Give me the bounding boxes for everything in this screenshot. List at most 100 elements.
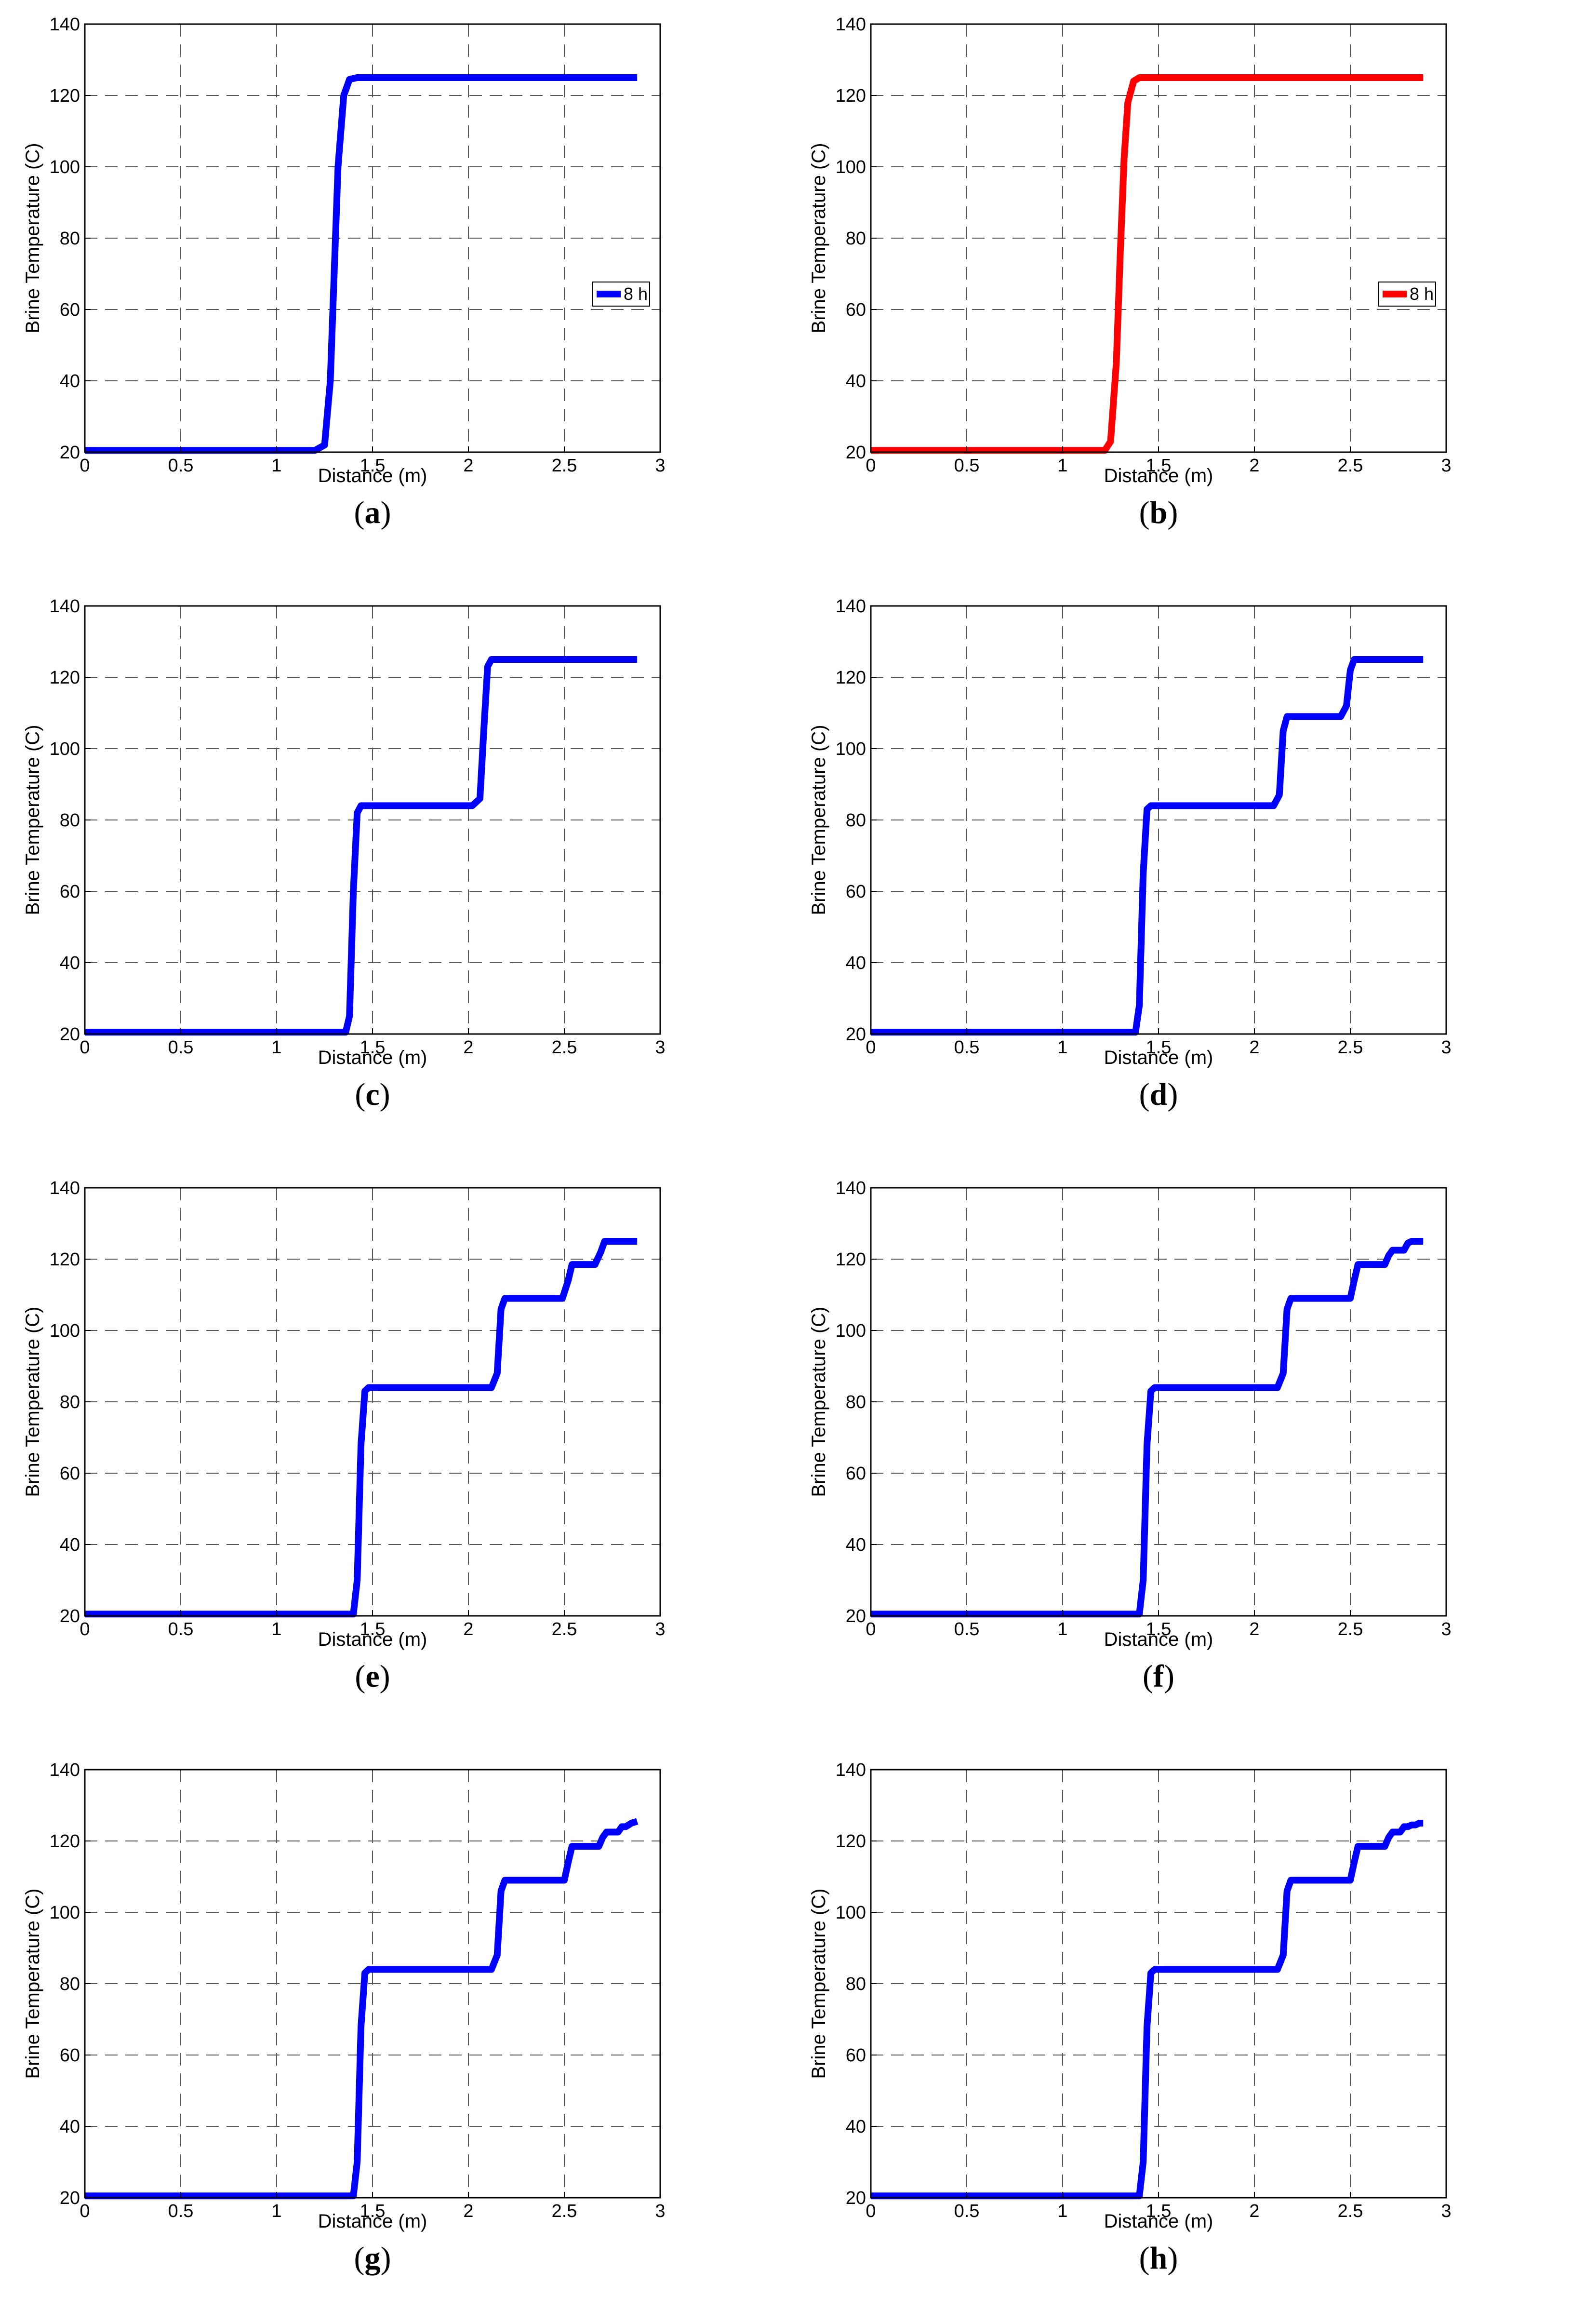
y-tick-label: 80: [846, 1392, 866, 1412]
x-tick-label: 0.5: [168, 1037, 194, 1058]
panel-caption: (f): [1143, 1659, 1174, 1694]
x-tick-label: 0: [866, 456, 876, 476]
y-tick-label: 140: [50, 14, 80, 35]
y-tick-label: 140: [50, 1760, 80, 1780]
y-tick-label: 120: [50, 86, 80, 106]
x-tick-label: 0.5: [954, 1037, 980, 1058]
chart-panel-c: 0 0.5 1 1.5 2 2.5 3 20 40 60 80 100 120 140 Distance (…: [22, 596, 666, 1112]
x-axis-label: Distance (m): [1104, 2211, 1213, 2232]
x-tick-label: 3: [1441, 456, 1451, 476]
y-tick-label: 20: [846, 1024, 866, 1045]
x-tick-label: 3: [655, 456, 665, 476]
y-tick-label: 40: [60, 953, 80, 973]
y-tick-label: 80: [846, 228, 866, 249]
x-tick-label: 1: [1057, 456, 1067, 476]
x-tick-label: 1: [1057, 2201, 1067, 2221]
x-tick-label: 1.5: [360, 1619, 386, 1639]
x-tick-label: 0: [80, 456, 90, 476]
x-axis-label: Distance (m): [1104, 1629, 1213, 1650]
series-line-d-0: [871, 656, 1424, 1036]
y-tick-label: 120: [836, 1831, 866, 1852]
y-tick-label: 20: [60, 2188, 80, 2208]
x-tick-label: 1.5: [1146, 1037, 1172, 1058]
x-tick-label: 1.5: [1146, 2201, 1172, 2221]
y-tick-label: 140: [50, 596, 80, 617]
x-tick-label: 2.5: [1338, 2201, 1363, 2221]
x-tick-label: 0: [80, 1037, 90, 1058]
x-axis-label: Distance (m): [318, 2211, 427, 2232]
x-tick-label: 0: [866, 1037, 876, 1058]
y-tick-label: 40: [846, 2117, 866, 2137]
x-tick-label: 0: [866, 1619, 876, 1639]
chart-panel-d: 0 0.5 1 1.5 2 2.5 3 20 40 60 80 100 120 140 Distance (…: [808, 596, 1452, 1112]
y-tick-label: 40: [846, 953, 866, 973]
series-line-e-0: [85, 1238, 638, 1618]
y-tick-label: 80: [60, 1974, 80, 1994]
x-tick-label: 3: [1441, 1619, 1451, 1639]
y-tick-label: 60: [60, 300, 80, 320]
x-tick-label: 0: [80, 2201, 90, 2221]
y-tick-label: 100: [836, 739, 866, 759]
series-line-a-0: [85, 74, 638, 454]
y-tick-label: 100: [836, 1903, 866, 1923]
y-tick-label: 40: [846, 1535, 866, 1555]
y-tick-label: 140: [50, 1178, 80, 1198]
x-tick-label: 2.5: [1338, 456, 1363, 476]
x-tick-label: 2.5: [1338, 1037, 1363, 1058]
y-tick-label: 120: [50, 1831, 80, 1852]
y-tick-label: 60: [60, 1464, 80, 1484]
x-tick-label: 2: [463, 1037, 473, 1058]
x-tick-label: 3: [655, 2201, 665, 2221]
x-tick-label: 2.5: [552, 1037, 577, 1058]
x-tick-label: 2.5: [552, 1619, 577, 1639]
y-tick-label: 80: [846, 1974, 866, 1994]
series-line-g-0: [85, 1818, 639, 2200]
y-tick-label: 100: [50, 1903, 80, 1923]
x-tick-label: 2.5: [552, 2201, 577, 2221]
x-tick-label: 3: [655, 1619, 665, 1639]
chart-panel-h: 0 0.5 1 1.5 2 2.5 3 20 40 60 80 100 120 140 Distance (…: [808, 1760, 1452, 2276]
y-axis-label: Brine Temperature (C): [22, 1889, 43, 2079]
y-tick-label: 120: [836, 1249, 866, 1270]
x-tick-label: 2: [1249, 2201, 1259, 2221]
x-tick-label: 3: [1441, 1037, 1451, 1058]
series-line-b-0: [871, 74, 1424, 454]
y-tick-label: 60: [846, 882, 866, 902]
x-tick-label: 1: [1057, 1037, 1067, 1058]
x-axis-label: Distance (m): [318, 1629, 427, 1650]
y-tick-label: 140: [836, 14, 866, 35]
y-tick-label: 40: [60, 371, 80, 391]
panel-caption: (c): [355, 1077, 390, 1112]
y-tick-label: 20: [60, 1606, 80, 1626]
y-tick-label: 140: [836, 1760, 866, 1780]
y-tick-label: 120: [50, 1249, 80, 1270]
y-tick-label: 100: [50, 157, 80, 177]
y-tick-label: 20: [846, 2188, 866, 2208]
y-tick-label: 120: [836, 86, 866, 106]
x-tick-label: 2: [1249, 456, 1259, 476]
x-axis-label: Distance (m): [318, 1047, 427, 1068]
legend-label: 8 h: [624, 284, 648, 304]
y-tick-label: 80: [60, 1392, 80, 1412]
chart-panel-e: 0 0.5 1 1.5 2 2.5 3 20 40 60 80 100 120 140 Distance (…: [22, 1178, 666, 1694]
x-tick-label: 1.5: [360, 2201, 386, 2221]
legend: 8 h: [1378, 282, 1436, 307]
chart-panel-g: 0 0.5 1 1.5 2 2.5 3 20 40 60 80 100 120 140 Distance (…: [22, 1760, 666, 2276]
y-tick-label: 60: [60, 882, 80, 902]
x-tick-label: 3: [655, 1037, 665, 1058]
x-tick-label: 0: [866, 2201, 876, 2221]
y-tick-label: 120: [50, 668, 80, 688]
x-axis-label: Distance (m): [1104, 1047, 1213, 1068]
x-tick-label: 1: [271, 1619, 281, 1639]
x-tick-label: 2: [463, 2201, 473, 2221]
legend-label: 8 h: [1410, 284, 1434, 304]
y-axis-label: Brine Temperature (C): [808, 1889, 829, 2079]
x-tick-label: 0.5: [168, 456, 194, 476]
series-line-f-0: [871, 1238, 1424, 1618]
x-tick-label: 2: [463, 1619, 473, 1639]
y-tick-label: 20: [60, 1024, 80, 1045]
panel-caption: (a): [354, 495, 391, 530]
x-tick-label: 0.5: [954, 1619, 980, 1639]
x-tick-label: 1.5: [360, 1037, 386, 1058]
